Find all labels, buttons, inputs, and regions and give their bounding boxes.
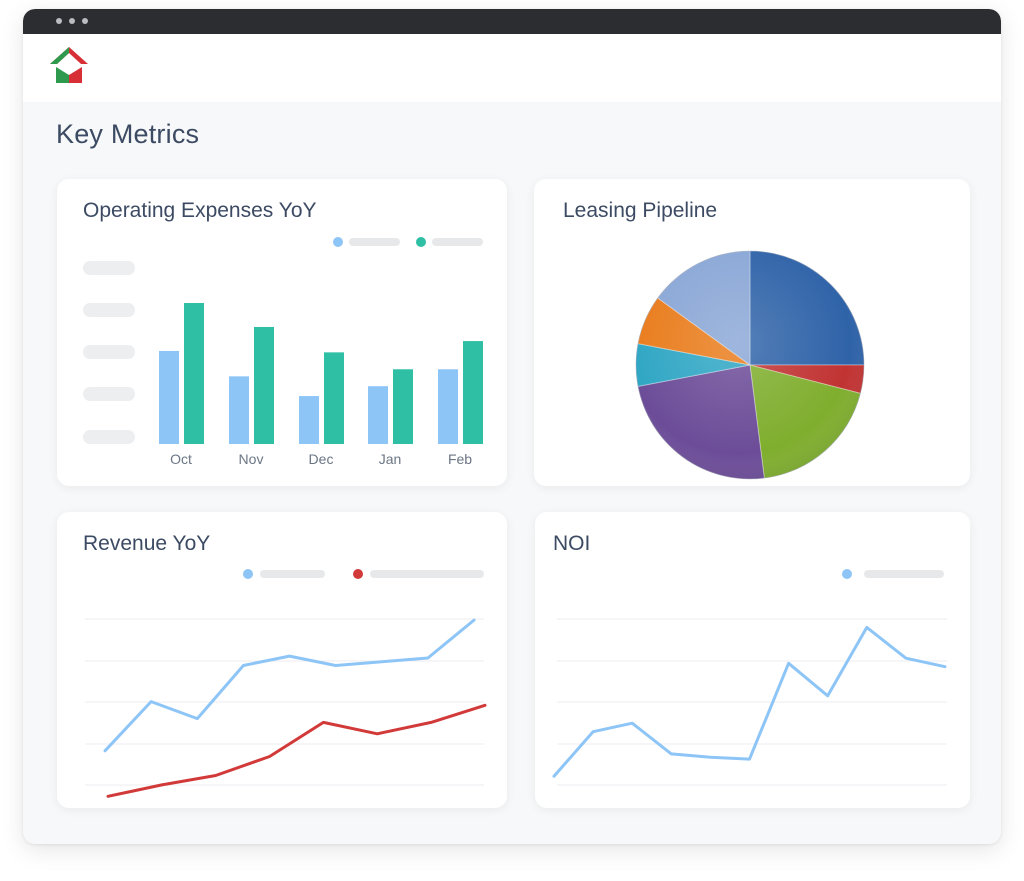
noi-line-chart [552, 618, 947, 786]
legend-dot-series-1 [243, 569, 253, 579]
x-tick-label: Jan [379, 451, 402, 467]
y-tick-placeholder [83, 387, 135, 401]
window-dot-icon[interactable] [82, 18, 88, 24]
bar [368, 386, 388, 444]
x-tick-label: Dec [309, 451, 334, 467]
x-tick-label: Feb [448, 451, 472, 467]
series-line [103, 618, 476, 753]
bar [393, 369, 413, 444]
legend-dot-series-2 [353, 569, 363, 579]
legend-dot-series-1 [333, 237, 343, 247]
legend-label-placeholder [370, 570, 484, 578]
bar [159, 350, 179, 444]
series-line [106, 703, 487, 798]
bar [299, 396, 319, 444]
revenue-line-chart [85, 618, 487, 798]
x-tick-label: Oct [170, 451, 192, 467]
legend-label-placeholder [864, 570, 944, 578]
bar [184, 303, 204, 444]
y-tick-placeholder [83, 303, 135, 317]
revenue-card: Revenue YoY [57, 512, 507, 808]
bar [254, 326, 274, 444]
bar [438, 369, 458, 444]
browser-window: Key Metrics Operating Expenses YoY Oct No… [23, 9, 1001, 844]
y-tick-placeholder [83, 430, 135, 444]
card-title: Leasing Pipeline [563, 199, 718, 222]
legend-label-placeholder [349, 238, 400, 246]
bar [463, 341, 483, 444]
legend-dot-series-1 [842, 569, 852, 579]
house-logo-icon[interactable] [49, 45, 89, 85]
series-line [552, 625, 947, 778]
x-tick-label: Nov [239, 451, 264, 467]
card-title: Operating Expenses YoY [83, 199, 317, 222]
window-dot-icon[interactable] [56, 18, 62, 24]
noi-card: NOI [535, 512, 970, 808]
opex-bar-chart: Oct Nov Dec Jan Feb [159, 303, 483, 467]
leasing-pie-chart [635, 250, 865, 480]
legend-label-placeholder [260, 570, 325, 578]
pie-shading [635, 250, 865, 480]
app-header [23, 34, 1001, 102]
bar [324, 352, 344, 444]
window-dot-icon[interactable] [69, 18, 75, 24]
card-title: Revenue YoY [83, 532, 211, 555]
page-title: Key Metrics [56, 119, 200, 149]
leasing-card: Leasing Pipeline [534, 179, 970, 486]
card-title: NOI [553, 532, 591, 555]
legend-label-placeholder [432, 238, 483, 246]
y-tick-placeholder [83, 345, 135, 359]
bar [229, 376, 249, 444]
opex-card: Operating Expenses YoY Oct Nov Dec Jan Feb [57, 179, 507, 486]
y-tick-placeholder [83, 261, 135, 275]
legend-dot-series-2 [416, 237, 426, 247]
window-titlebar [23, 9, 1001, 34]
